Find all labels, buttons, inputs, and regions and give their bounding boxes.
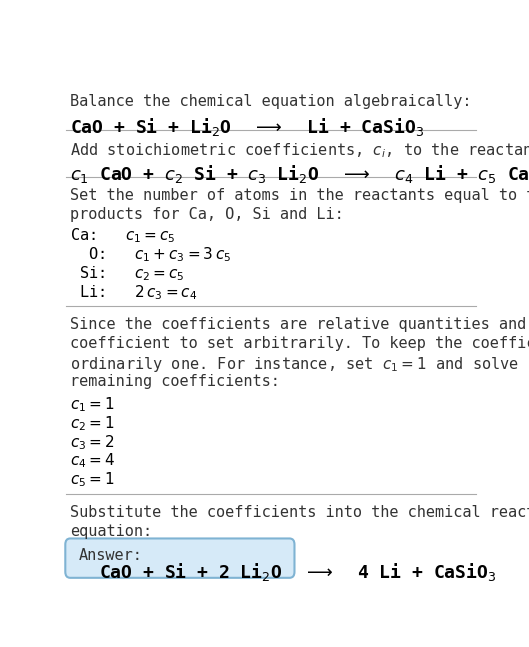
Text: O:   $c_1 + c_3 = 3\,c_5$: O: $c_1 + c_3 = 3\,c_5$ [70,245,232,264]
FancyBboxPatch shape [65,538,295,578]
Text: ordinarily one. For instance, set $c_1 = 1$ and solve the system of equations fo: ordinarily one. For instance, set $c_1 =… [70,355,529,373]
Text: Balance the chemical equation algebraically:: Balance the chemical equation algebraica… [70,94,472,109]
Text: Li:   $2\,c_3 = c_4$: Li: $2\,c_3 = c_4$ [70,283,197,302]
Text: Answer:: Answer: [78,549,142,564]
Text: Si:   $c_2 = c_5$: Si: $c_2 = c_5$ [70,264,185,283]
Text: remaining coefficients:: remaining coefficients: [70,373,280,389]
Text: products for Ca, O, Si and Li:: products for Ca, O, Si and Li: [70,207,344,222]
Text: $c_1 = 1$: $c_1 = 1$ [70,395,115,413]
Text: Ca:   $c_1 = c_5$: Ca: $c_1 = c_5$ [70,226,176,245]
Text: Add stoichiometric coefficients, $c_i$, to the reactants and products:: Add stoichiometric coefficients, $c_i$, … [70,141,529,160]
Text: Substitute the coefficients into the chemical reaction to obtain the balanced: Substitute the coefficients into the che… [70,505,529,520]
Text: $c_5 = 1$: $c_5 = 1$ [70,471,115,489]
Text: equation:: equation: [70,523,152,538]
Text: Set the number of atoms in the reactants equal to the number of atoms in the: Set the number of atoms in the reactants… [70,188,529,203]
Text: $c_2 = 1$: $c_2 = 1$ [70,414,115,433]
Text: $c_3 = 2$: $c_3 = 2$ [70,433,115,452]
Text: $c_4 = 4$: $c_4 = 4$ [70,452,115,470]
Text: CaO + Si + 2 Li$_2$O  $\longrightarrow$  4 Li + CaSiO$_3$: CaO + Si + 2 Li$_2$O $\longrightarrow$ 4… [99,561,496,583]
Text: CaO + Si + Li$_2$O  $\longrightarrow$  Li + CaSiO$_3$: CaO + Si + Li$_2$O $\longrightarrow$ Li … [70,116,424,138]
Text: coefficient to set arbitrarily. To keep the coefficients small, the arbitrary va: coefficient to set arbitrarily. To keep … [70,336,529,351]
Text: Since the coefficients are relative quantities and underdetermined, choose a: Since the coefficients are relative quan… [70,317,529,332]
Text: $c_1$ CaO + $c_2$ Si + $c_3$ Li$_2$O  $\longrightarrow$  $c_4$ Li + $c_5$ CaSiO$: $c_1$ CaO + $c_2$ Si + $c_3$ Li$_2$O $\l… [70,163,529,185]
